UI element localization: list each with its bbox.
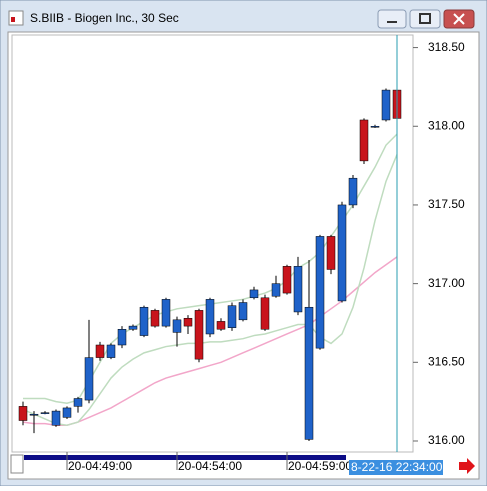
minimize-button[interactable] [377,9,407,29]
plot-area [11,34,414,453]
candle-body [260,297,270,330]
candle-body [381,89,391,121]
x-tick-label: 20-04:54:00 [178,459,242,473]
candle-body [216,321,226,330]
candle-body [161,299,171,327]
candle-body [84,357,94,401]
candle-body [128,325,138,330]
maximize-button[interactable] [409,9,441,29]
candle-body [183,317,193,327]
close-glyph [453,13,465,25]
x-tick-label: 20-04:59:00 [288,459,352,473]
candle-body [304,306,314,440]
y-tick-label: 317.50 [428,197,465,211]
scrollbar[interactable] [24,455,346,460]
icon-glyph [11,17,15,22]
candle-body [40,412,50,414]
candle-body [51,410,61,426]
candle-body [271,283,281,297]
candle-body [18,406,28,421]
candle-body [194,310,204,360]
y-tick-label: 316.50 [428,354,465,368]
y-tick-label: 318.50 [428,40,465,54]
candle-body [205,299,215,335]
candle-body [359,119,369,162]
candle-body [29,413,39,416]
candle-body [249,289,259,299]
maximize-glyph [419,13,431,24]
candle-body [337,204,347,302]
scroll-right-arrow[interactable] [459,458,475,474]
candle-body [293,266,303,313]
candle-body [326,236,336,270]
cursor-label: 8-22-16 22:34:00 [351,460,443,474]
window-title: S.BIIB - Biogen Inc., 30 Sec [30,11,179,25]
candle-body [348,177,358,206]
x-tick-label: 20-04:49:00 [68,459,132,473]
moving-average [22,154,398,427]
candle-body [370,126,380,128]
candle-body [315,236,325,349]
candle-body [95,344,105,358]
candle-body [139,306,149,336]
candle-body [73,398,83,407]
candle-body [227,305,237,328]
candle-body [282,266,292,294]
candle-body [106,344,116,358]
candle-body [238,302,248,321]
y-tick-label: 316.00 [428,433,465,447]
y-tick-label: 317.00 [428,276,465,290]
candle-body [117,329,127,346]
scroll-box[interactable] [10,454,24,474]
moving-average [22,256,398,426]
candle-body [172,319,182,333]
candle-body [150,310,160,327]
cursor-label-bg [349,460,443,475]
candle-body [62,407,72,418]
y-tick-label: 318.00 [428,118,465,132]
